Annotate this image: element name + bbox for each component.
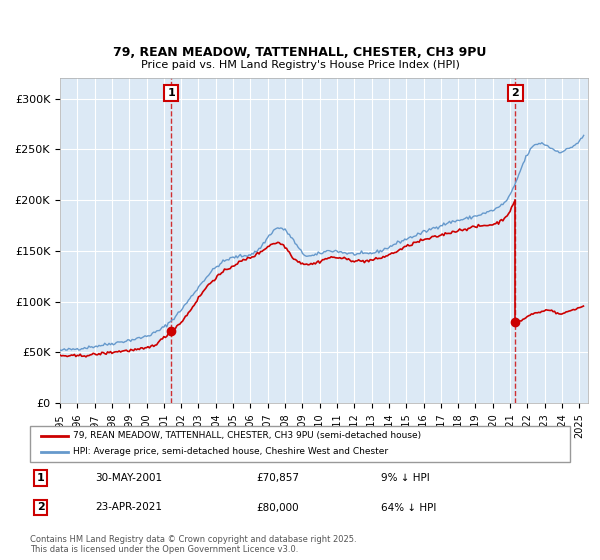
- Text: Price paid vs. HM Land Registry's House Price Index (HPI): Price paid vs. HM Land Registry's House …: [140, 60, 460, 70]
- Text: 79, REAN MEADOW, TATTENHALL, CHESTER, CH3 9PU (semi-detached house): 79, REAN MEADOW, TATTENHALL, CHESTER, CH…: [73, 431, 421, 440]
- Text: 1: 1: [167, 88, 175, 98]
- Text: 9% ↓ HPI: 9% ↓ HPI: [381, 473, 430, 483]
- Text: 79, REAN MEADOW, TATTENHALL, CHESTER, CH3 9PU: 79, REAN MEADOW, TATTENHALL, CHESTER, CH…: [113, 46, 487, 59]
- Text: £70,857: £70,857: [257, 473, 300, 483]
- Text: 2: 2: [37, 502, 44, 512]
- Text: HPI: Average price, semi-detached house, Cheshire West and Chester: HPI: Average price, semi-detached house,…: [73, 447, 388, 456]
- Text: 23-APR-2021: 23-APR-2021: [95, 502, 162, 512]
- FancyBboxPatch shape: [30, 426, 570, 462]
- Text: 1: 1: [37, 473, 44, 483]
- Text: Contains HM Land Registry data © Crown copyright and database right 2025.
This d: Contains HM Land Registry data © Crown c…: [30, 535, 356, 554]
- Text: 64% ↓ HPI: 64% ↓ HPI: [381, 502, 436, 512]
- Text: £80,000: £80,000: [257, 502, 299, 512]
- Text: 30-MAY-2001: 30-MAY-2001: [95, 473, 162, 483]
- Text: 2: 2: [512, 88, 520, 98]
